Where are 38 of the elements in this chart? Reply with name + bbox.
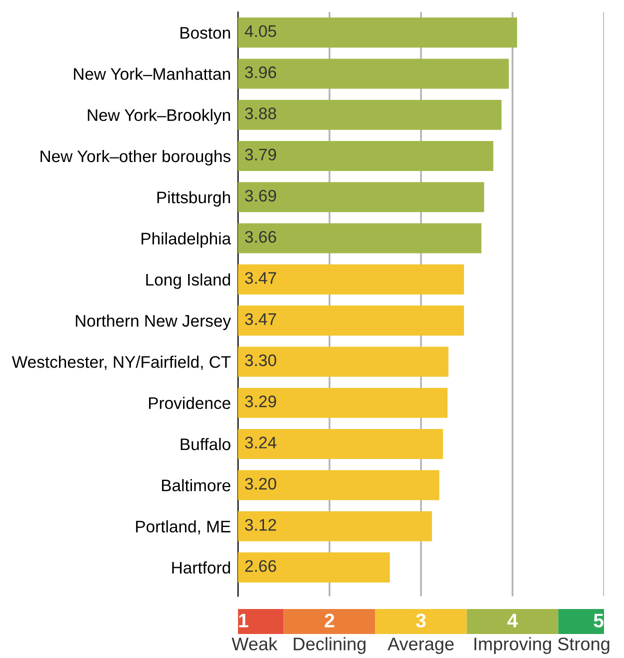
y-tick-label: New York–Manhattan: [74, 68, 230, 80]
data-label: 3.47: [245, 313, 276, 326]
y-tick-label: New York–other boroughs: [40, 150, 230, 166]
y-tick-label: Westchester, NY/Fairfield, CT: [12, 356, 231, 370]
y-tick-label: Pittsburgh: [157, 191, 230, 207]
x-tick-label: 5: [594, 614, 604, 628]
data-label: 3.47: [245, 272, 276, 284]
y-tick-label: Hartford: [172, 561, 230, 574]
text: Average: [388, 638, 454, 654]
x-tick-label: 2: [324, 614, 334, 628]
data-label: 3.88: [245, 108, 276, 120]
y-tick-label: Providence: [149, 396, 230, 410]
data-label: 3.20: [245, 478, 276, 490]
y-tick-label: Portland, ME: [136, 520, 230, 534]
y-tick-label: Baltimore: [162, 479, 230, 492]
y-tick-label: Northern New Jersey: [76, 314, 232, 330]
text: Improving: [474, 637, 551, 654]
x-tick-label: 1: [239, 614, 248, 628]
text: Declining: [294, 637, 366, 654]
data-label: 3.24: [245, 436, 276, 448]
data-label: 3.69: [245, 190, 276, 202]
y-tick-label: New York–Brooklyn: [88, 108, 230, 124]
x-tick-label: 3: [416, 614, 426, 628]
data-label: 4.05: [244, 25, 276, 38]
y-tick-label: Boston: [180, 27, 230, 39]
y-tick-label: Philadelphia: [142, 232, 232, 248]
data-label: 3.79: [245, 148, 276, 160]
data-label: 3.66: [245, 230, 276, 243]
x-tick-label: 4: [507, 614, 518, 628]
text: Strong: [558, 638, 610, 654]
y-tick-label: Long Island: [146, 273, 230, 289]
data-label: 3.30: [245, 354, 276, 366]
data-label: 3.12: [245, 518, 276, 531]
y-tick-label: Buffalo: [180, 438, 230, 450]
data-label: 3.96: [245, 66, 276, 78]
data-label: 2.66: [245, 560, 276, 572]
data-label: 3.29: [245, 396, 276, 408]
text: Weak: [232, 637, 278, 650]
